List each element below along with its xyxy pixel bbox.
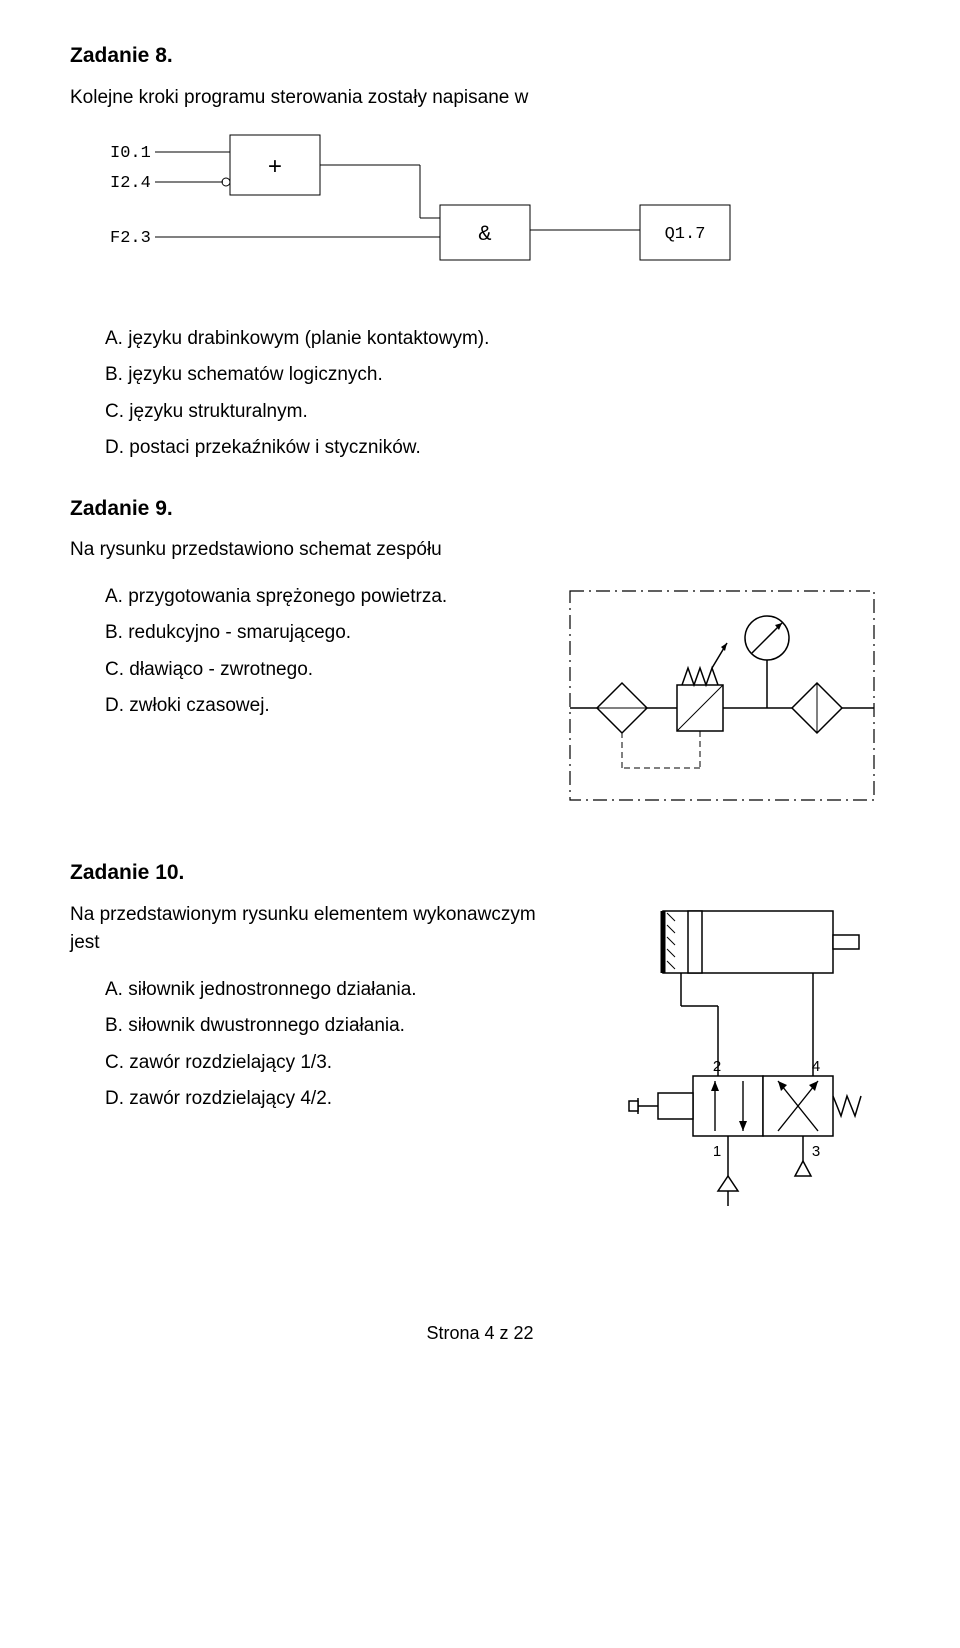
option-text: zwłoki czasowej.	[129, 695, 269, 716]
page-footer: Strona 4 z 22	[70, 1320, 890, 1347]
q9-option-d: D. zwłoki czasowej.	[105, 692, 521, 721]
option-text: siłownik dwustronnego działania.	[128, 1015, 405, 1036]
q8-option-d: D. postaci przekaźników i styczników.	[105, 434, 890, 463]
option-letter: A.	[105, 979, 123, 1000]
q9-figure	[562, 583, 890, 818]
port-label-4: 4	[812, 1058, 820, 1075]
option-letter: C.	[105, 659, 124, 680]
output-label: Q1.7	[665, 225, 706, 244]
option-letter: B.	[105, 1015, 123, 1036]
q9-option-c: C. dławiąco - zwrotnego.	[105, 656, 521, 685]
fbd-in3-label: F2.3	[110, 229, 151, 248]
option-letter: B.	[105, 622, 123, 643]
q10-option-d: D. zawór rozdzielający 4/2.	[105, 1085, 562, 1114]
option-text: siłownik jednostronnego działania.	[128, 979, 416, 1000]
fbd-in2-label: I2.4	[110, 174, 151, 193]
option-text: redukcyjno - smarującego.	[128, 622, 351, 643]
q8-prompt: Kolejne kroki programu sterowania został…	[70, 84, 890, 113]
q10-option-a: A. siłownik jednostronnego działania.	[105, 976, 562, 1005]
q10-option-b: B. siłownik dwustronnego działania.	[105, 1012, 562, 1041]
port-label-2: 2	[713, 1058, 721, 1075]
q10-figure: 2 4 1 3	[603, 901, 890, 1231]
option-text: zawór rozdzielający 4/2.	[129, 1088, 332, 1109]
q8-options: A. języku drabinkowym (planie kontaktowy…	[70, 325, 890, 463]
q9-heading: Zadanie 9.	[70, 493, 890, 525]
q8-option-b: B. języku schematów logicznych.	[105, 361, 890, 390]
pressure-gauge-symbol	[745, 616, 789, 708]
q10-options: A. siłownik jednostronnego działania. B.…	[70, 976, 562, 1114]
q8-heading: Zadanie 8.	[70, 40, 890, 72]
fbd-in1-label: I0.1	[110, 144, 151, 163]
q8-option-a: A. języku drabinkowym (planie kontaktowy…	[105, 325, 890, 354]
q9-prompt: Na rysunku przedstawiono schemat zespółu	[70, 536, 890, 565]
option-text: języku schematów logicznych.	[128, 364, 383, 385]
filter-symbol	[597, 683, 647, 733]
q9-option-b: B. redukcyjno - smarującego.	[105, 619, 521, 648]
pressure-source-symbol	[718, 1176, 738, 1191]
port-label-1: 1	[713, 1143, 721, 1160]
option-letter: D.	[105, 695, 124, 716]
option-letter: C.	[105, 401, 124, 422]
q10-option-c: C. zawór rozdzielający 1/3.	[105, 1049, 562, 1078]
q9-options: A. przygotowania sprężonego powietrza. B…	[70, 583, 521, 729]
option-letter: A.	[105, 328, 123, 349]
negation-bubble	[222, 178, 230, 186]
q10-prompt: Na przedstawionym rysunku elementem wyko…	[70, 901, 562, 958]
and-gate-symbol: &	[478, 222, 491, 247]
q10-heading: Zadanie 10.	[70, 857, 890, 889]
option-text: dławiąco - zwrotnego.	[129, 659, 313, 680]
q8-fbd-diagram: I0.1 I2.4 F2.3 + & Q1.7	[110, 130, 890, 300]
option-letter: B.	[105, 364, 123, 385]
exhaust-symbol	[795, 1161, 811, 1176]
option-text: postaci przekaźników i styczników.	[129, 437, 420, 458]
q9-option-a: A. przygotowania sprężonego powietrza.	[105, 583, 521, 612]
directional-valve-symbol	[629, 1076, 861, 1136]
option-text: przygotowania sprężonego powietrza.	[128, 586, 447, 607]
option-letter: A.	[105, 586, 123, 607]
cylinder-symbol	[663, 911, 859, 973]
option-text: zawór rozdzielający 1/3.	[129, 1052, 332, 1073]
q8-option-c: C. języku strukturalnym.	[105, 398, 890, 427]
or-gate-symbol: +	[268, 155, 282, 182]
lubricator-symbol	[792, 683, 842, 733]
option-letter: D.	[105, 437, 124, 458]
port-label-3: 3	[812, 1143, 820, 1160]
option-text: języku drabinkowym (planie kontaktowym).	[128, 328, 489, 349]
option-text: języku strukturalnym.	[129, 401, 307, 422]
option-letter: D.	[105, 1088, 124, 1109]
regulator-symbol	[677, 643, 727, 731]
option-letter: C.	[105, 1052, 124, 1073]
